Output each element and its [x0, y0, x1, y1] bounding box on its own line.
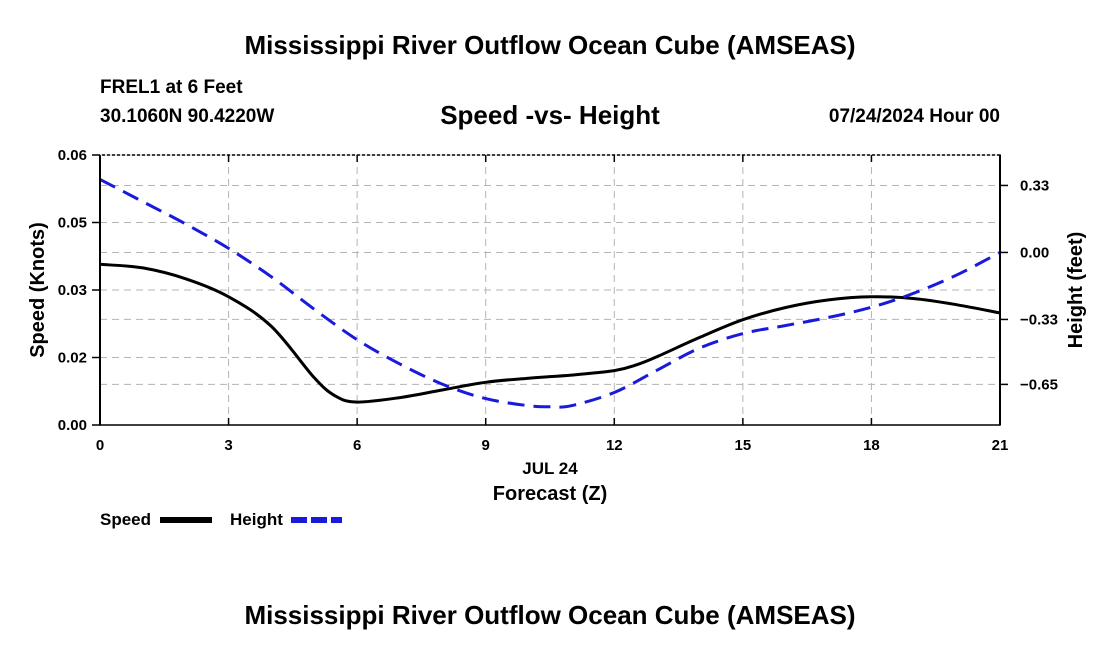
y-tick-label-right: 0.33 — [1020, 177, 1049, 194]
series-layer — [99, 178, 1001, 409]
x-tick-label: 21 — [992, 437, 1009, 454]
y-tick-label-left: 0.00 — [58, 417, 87, 434]
chart-title: Mississippi River Outflow Ocean Cube (AM… — [244, 30, 856, 60]
chart-subtitle: Speed -vs- Height — [440, 100, 660, 130]
y-tick-label-right: −0.65 — [1020, 376, 1058, 393]
x-tick-label: 18 — [863, 437, 880, 454]
footer-title: Mississippi River Outflow Ocean Cube (AM… — [244, 600, 856, 630]
station-label: FREL1 at 6 Feet — [100, 77, 243, 98]
y-tick-label-left: 0.06 — [58, 147, 87, 164]
forecast-date: 07/24/2024 Hour 00 — [828, 106, 1000, 127]
y-axis-label-left: Speed (Knots) — [27, 222, 49, 358]
x-tick-label: 12 — [606, 437, 623, 454]
y-tick-label-left: 0.03 — [58, 282, 87, 299]
legend-height-label: Height — [230, 510, 283, 529]
series-line-speed — [99, 262, 1001, 404]
series-line-height — [99, 178, 1001, 409]
axis-labels: Speed (Knots) Height (feet) JUL 24 Forec… — [27, 222, 1087, 505]
y-axis-label-right: Height (feet) — [1065, 232, 1087, 349]
x-tick-label: 0 — [96, 437, 104, 454]
y-tick-label-right: 0.00 — [1020, 244, 1049, 261]
station-coordinates: 30.1060N 90.4220W — [100, 106, 275, 127]
legend-speed-label: Speed — [100, 510, 151, 529]
x-tick-label: 9 — [482, 437, 490, 454]
grid-lines — [100, 155, 1000, 425]
y-tick-label-left: 0.05 — [58, 215, 87, 232]
x-axis-label: Forecast (Z) — [493, 483, 607, 505]
x-axis-date-label: JUL 24 — [522, 459, 578, 478]
axis-ticks: 0 3 6 9 12 15 18 21 0.00 0.02 0.03 0.05 0.06 −0.65 −0.… — [58, 147, 1058, 454]
legend: Speed Height — [100, 510, 342, 529]
y-tick-label-right: −0.33 — [1020, 311, 1058, 328]
x-tick-label: 15 — [735, 437, 752, 454]
x-tick-label: 6 — [353, 437, 361, 454]
x-tick-label: 3 — [224, 437, 232, 454]
y-tick-label-left: 0.02 — [58, 350, 87, 367]
